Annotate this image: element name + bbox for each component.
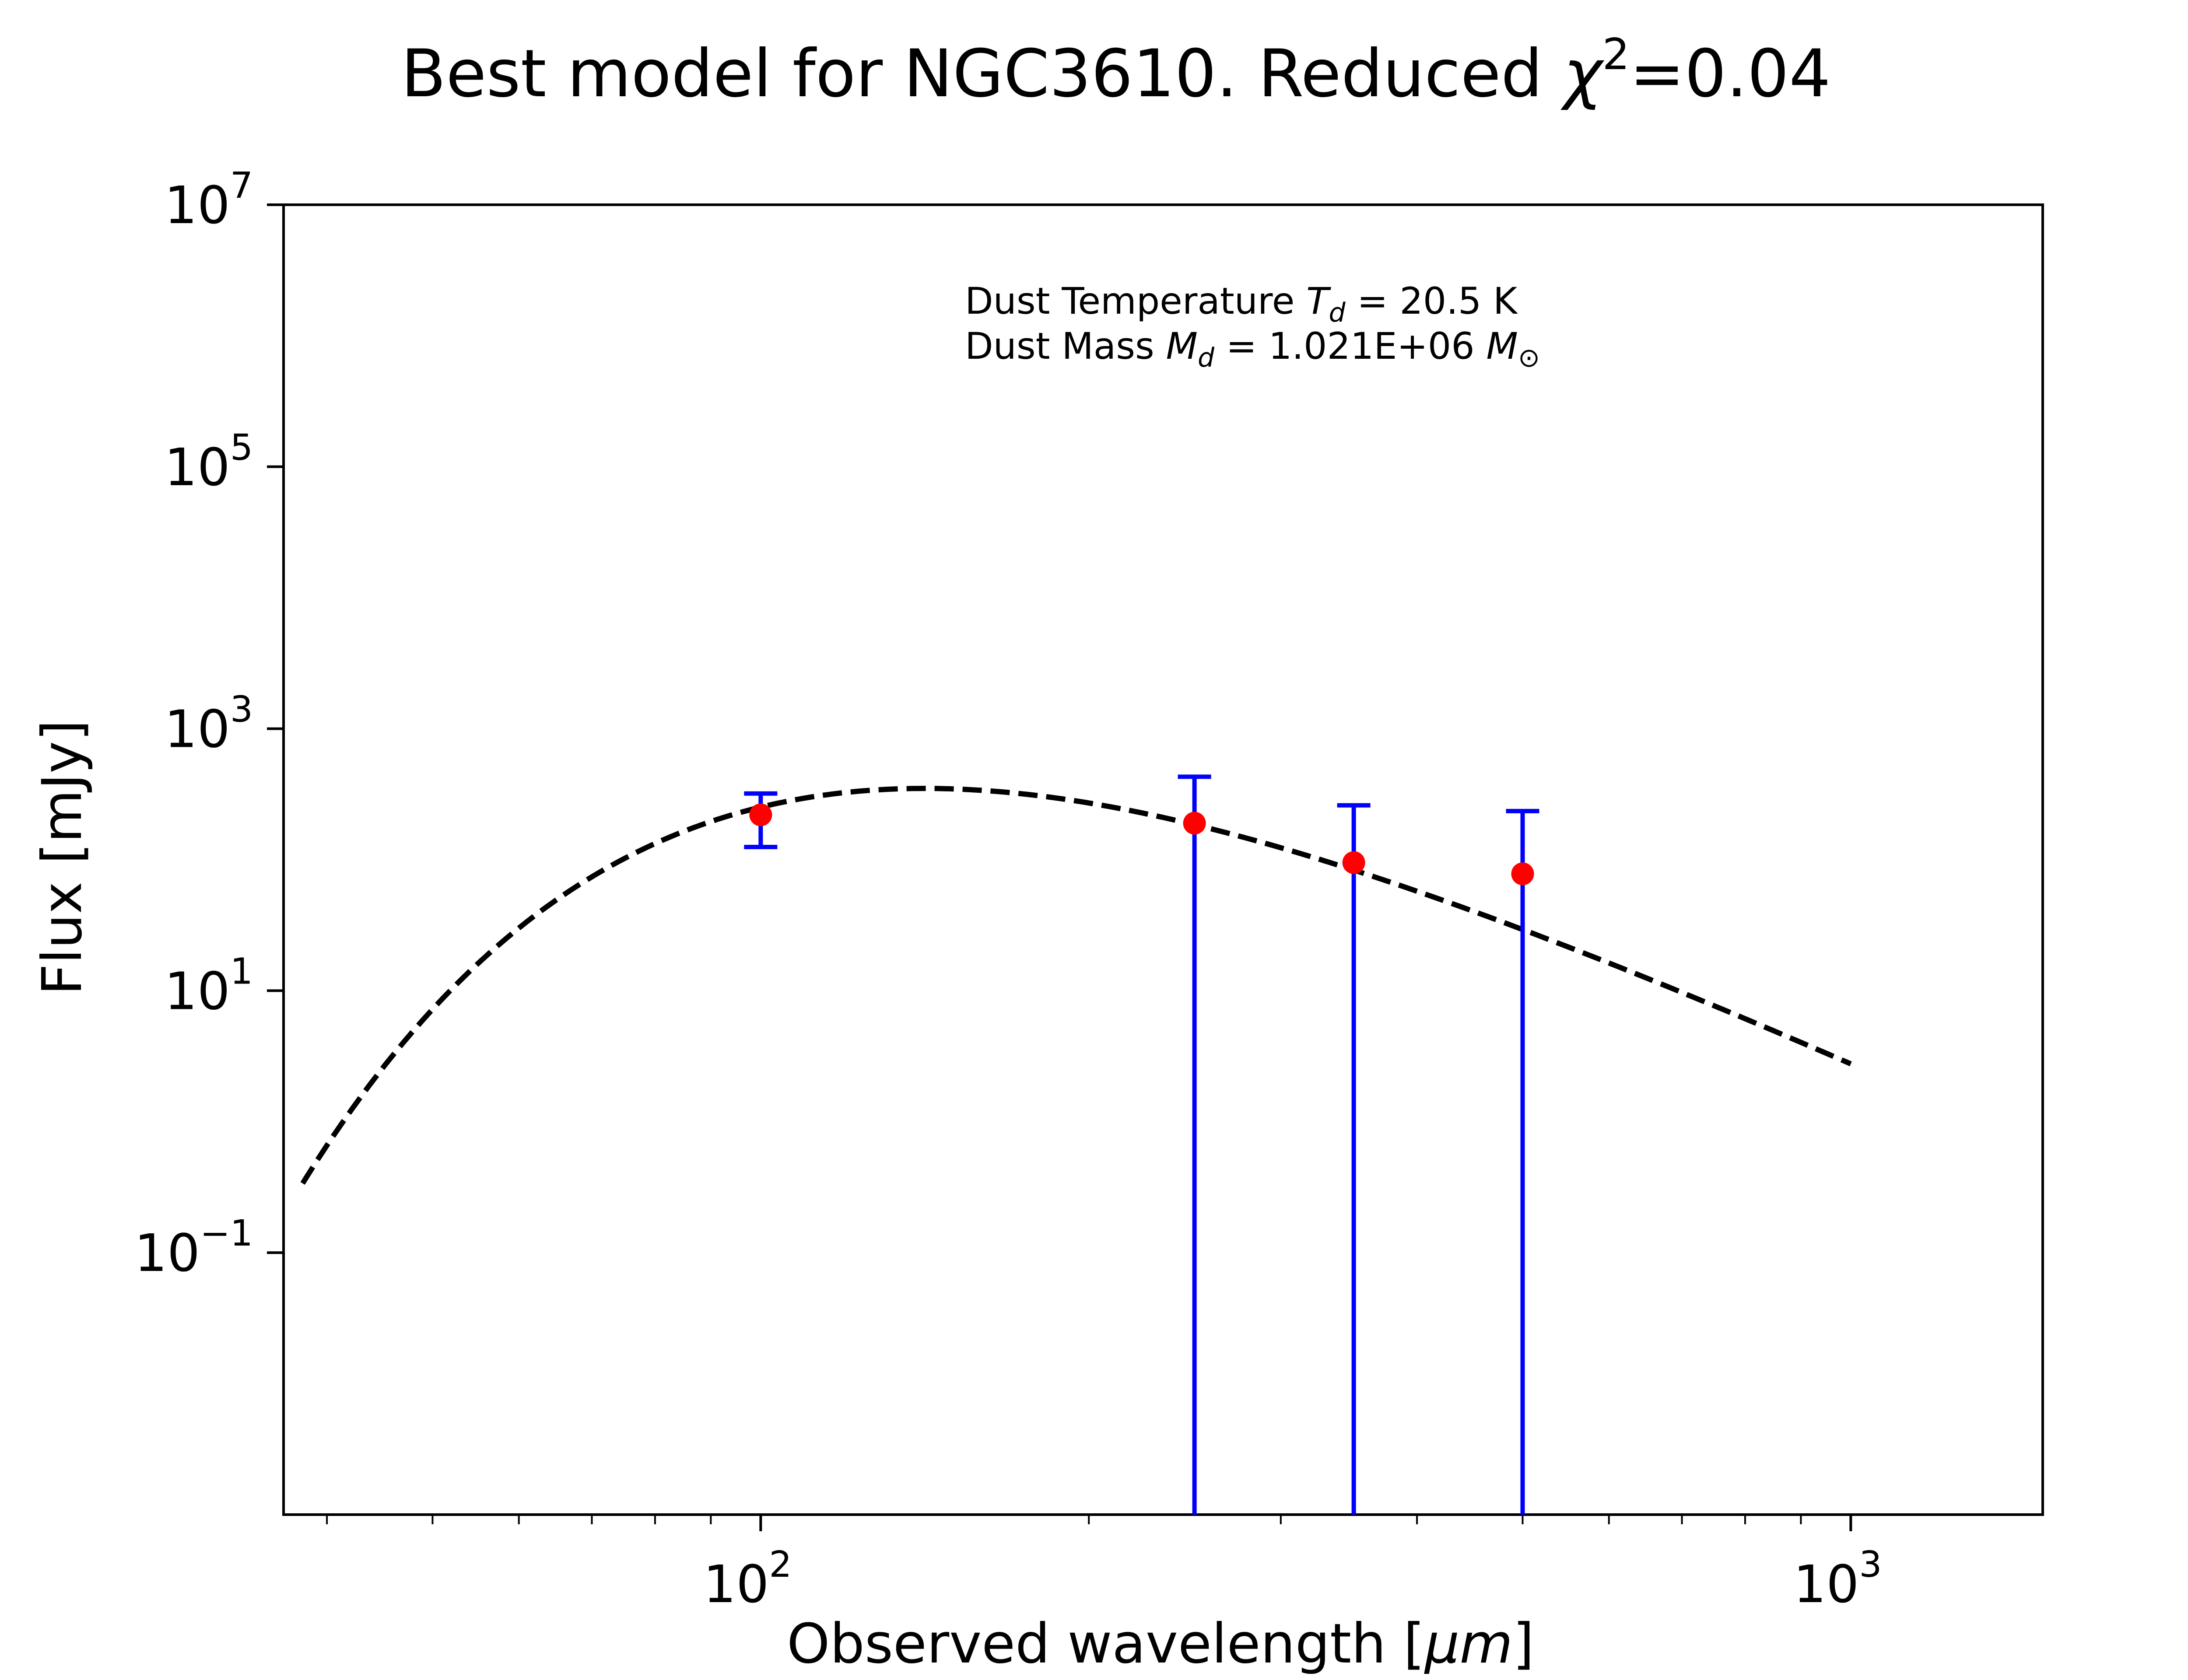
chart-title-text: Best model for NGC3610. Reduced	[401, 36, 1564, 112]
chart-title-chi: χ	[1560, 36, 1605, 112]
model-curve	[300, 786, 1852, 1185]
y-tick-label-exponent: −1	[200, 1213, 253, 1254]
chart-title: Best model for NGC3610. Reduced χ2=0.04	[401, 30, 1830, 112]
plot-frame	[282, 203, 2044, 1516]
annotation-temp-sub: d	[1329, 298, 1346, 328]
x-axis-label-text: Observed wavelength [	[787, 1612, 1425, 1676]
y-tick-label-base: 10	[165, 699, 230, 760]
y-tick-label-exponent: 3	[230, 689, 253, 731]
y-tick-label-exponent: 5	[230, 427, 253, 469]
annotation-mass-sub: d	[1198, 343, 1215, 373]
x-axis-label: Observed wavelength [μm]	[787, 1612, 1534, 1676]
y-axis-label: Flux [mJy]	[31, 720, 94, 995]
y-tick-label-exponent: 7	[230, 165, 253, 206]
annotation-mass-unit-sub: ⊙	[1518, 343, 1540, 373]
x-tick-label: 103	[1793, 1544, 1882, 1614]
annotation-mass-unit-symbol: M	[1486, 325, 1518, 368]
x-tick-label-exponent: 2	[769, 1544, 792, 1586]
y-tick-label: 105	[165, 427, 253, 497]
y-tick-label-base: 10	[165, 961, 230, 1021]
x-tick-label-base: 10	[1793, 1554, 1859, 1614]
y-tick-label: 101	[165, 951, 253, 1021]
annotation-temp-prefix: Dust Temperature	[965, 280, 1306, 322]
data-point-marker	[749, 803, 772, 826]
data-point-marker	[1183, 812, 1206, 835]
y-tick-label-exponent: 1	[230, 951, 253, 992]
annotation-dust-temperature: Dust Temperature Td = 20.5 K	[965, 280, 1518, 328]
annotation-mass-symbol: M	[1166, 325, 1198, 368]
y-tick-label-base: 10	[165, 437, 230, 497]
annotation-mass-prefix: Dust Mass	[965, 325, 1166, 368]
x-axis-label-close: ]	[1513, 1612, 1534, 1676]
plot-area	[282, 203, 2044, 1516]
annotation-temp-symbol: T	[1306, 280, 1331, 322]
annotation-temp-value: = 20.5 K	[1346, 280, 1518, 322]
y-tick-label-base: 10	[134, 1223, 200, 1283]
y-tick-label: 10−1	[134, 1213, 253, 1283]
x-tick-label: 102	[703, 1544, 792, 1614]
model-line	[300, 786, 1852, 1185]
y-tick-label: 107	[165, 165, 253, 235]
error-bars	[744, 774, 1539, 1515]
annotation-dust-mass: Dust Mass Md = 1.021E+06 M⊙	[965, 325, 1540, 373]
chart-title-chi-exponent: 2	[1602, 30, 1630, 80]
x-axis-label-unit: μm	[1424, 1612, 1513, 1676]
annotation-mass-value: = 1.021E+06	[1214, 325, 1486, 368]
data-points	[749, 803, 1534, 886]
y-tick-label: 103	[165, 689, 253, 760]
data-point-marker	[1342, 851, 1365, 874]
x-tick-label-base: 10	[703, 1554, 769, 1614]
chart-title-value: =0.04	[1630, 36, 1831, 112]
x-tick-label-exponent: 3	[1859, 1544, 1882, 1586]
data-point-marker	[1511, 862, 1534, 886]
y-tick-label-base: 10	[165, 175, 230, 235]
